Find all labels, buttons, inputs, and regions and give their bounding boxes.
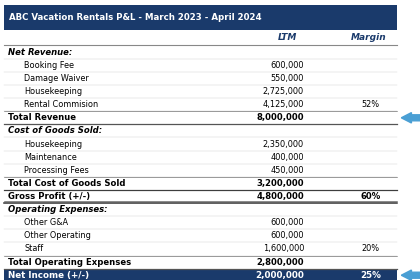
Text: Net Revenue:: Net Revenue:	[8, 48, 72, 57]
Text: Booking Fee: Booking Fee	[24, 61, 74, 70]
Text: 2,725,000: 2,725,000	[263, 87, 304, 96]
Text: 2,800,000: 2,800,000	[256, 258, 304, 267]
FancyBboxPatch shape	[4, 6, 397, 30]
Text: Total Cost of Goods Sold: Total Cost of Goods Sold	[8, 179, 126, 188]
Text: 4,125,000: 4,125,000	[262, 100, 304, 109]
Text: Gross Profit (+/-): Gross Profit (+/-)	[8, 192, 90, 201]
Text: Housekeeping: Housekeeping	[24, 139, 82, 148]
FancyArrow shape	[401, 270, 420, 280]
Text: Cost of Goods Sold:: Cost of Goods Sold:	[8, 126, 102, 136]
Text: Housekeeping: Housekeeping	[24, 87, 82, 96]
Text: 600,000: 600,000	[270, 231, 304, 240]
Text: Operating Expenses:: Operating Expenses:	[8, 205, 108, 214]
Text: Margin: Margin	[351, 33, 387, 42]
Text: Damage Waiver: Damage Waiver	[24, 74, 89, 83]
Text: 550,000: 550,000	[270, 74, 304, 83]
Text: Other G&A: Other G&A	[24, 218, 68, 227]
Text: Staff: Staff	[24, 244, 43, 253]
Text: 2,350,000: 2,350,000	[263, 139, 304, 148]
FancyBboxPatch shape	[4, 269, 397, 280]
Text: 25%: 25%	[360, 271, 381, 280]
Text: 600,000: 600,000	[270, 218, 304, 227]
Text: Processing Fees: Processing Fees	[24, 166, 89, 175]
Text: Maintenance: Maintenance	[24, 153, 77, 162]
Text: 20%: 20%	[362, 244, 380, 253]
Text: Total Revenue: Total Revenue	[8, 113, 76, 122]
Text: ABC Vacation Rentals P&L - March 2023 - April 2024: ABC Vacation Rentals P&L - March 2023 - …	[9, 13, 262, 22]
Text: 450,000: 450,000	[270, 166, 304, 175]
Text: 2,000,000: 2,000,000	[255, 271, 304, 280]
Text: Other Operating: Other Operating	[24, 231, 91, 240]
Text: 1,600,000: 1,600,000	[262, 244, 304, 253]
Text: 60%: 60%	[361, 192, 381, 201]
FancyArrow shape	[401, 113, 420, 123]
Text: 400,000: 400,000	[270, 153, 304, 162]
Text: Rental Commision: Rental Commision	[24, 100, 99, 109]
Text: 52%: 52%	[362, 100, 380, 109]
Text: Net Income (+/-): Net Income (+/-)	[8, 271, 89, 280]
Text: 3,200,000: 3,200,000	[256, 179, 304, 188]
Text: 4,800,000: 4,800,000	[256, 192, 304, 201]
Text: Total Operating Expenses: Total Operating Expenses	[8, 258, 131, 267]
Text: 8,000,000: 8,000,000	[256, 113, 304, 122]
Text: 600,000: 600,000	[270, 61, 304, 70]
Text: LTM: LTM	[278, 33, 297, 42]
